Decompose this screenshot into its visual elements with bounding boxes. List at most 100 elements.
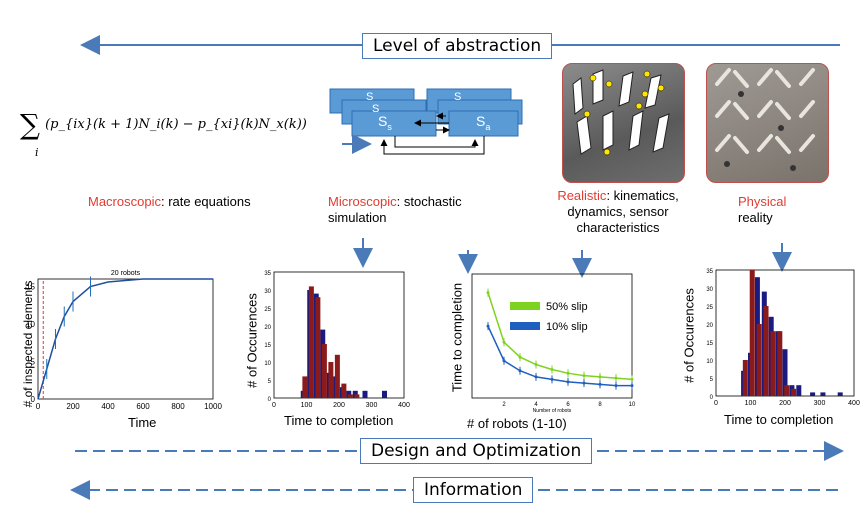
chart-3-xlabel: # of robots (1-10) xyxy=(467,416,567,431)
microscopic-description: Microscopic: stochastic simulation xyxy=(328,194,478,226)
bar xyxy=(354,394,360,398)
y-tick-label: 0 xyxy=(268,397,272,403)
data-point xyxy=(550,377,554,381)
state-diagram xyxy=(329,88,523,155)
bar xyxy=(334,354,340,398)
bar xyxy=(820,392,826,396)
bar xyxy=(742,360,748,396)
chart-1-svg: 20 robots 0 200 400 600 800 1000 0 5 10 15 xyxy=(26,270,222,411)
physical-text: reality xyxy=(738,210,773,225)
x-tick-label: 0 xyxy=(714,400,718,407)
design-optimization-label: Design and Optimization xyxy=(360,438,593,464)
data-point xyxy=(598,382,602,386)
y-tick-label: 10 xyxy=(706,359,713,365)
x-tick-label: 10 xyxy=(629,402,636,408)
rate-equation-formula: ∑ (p_{ix}(k + 1)N_i(k) − p_{xi}(k)N_x(k)… xyxy=(20,108,307,159)
data-point xyxy=(582,374,586,378)
macroscopic-description: Macroscopic: rate equations xyxy=(88,194,258,210)
x-tick-label: 8 xyxy=(598,402,602,408)
data-point xyxy=(550,367,554,371)
physical-description: Physical reality xyxy=(738,194,798,226)
y-tick-label: 5 xyxy=(710,377,714,383)
chart-2-ylabel: # of Occurences xyxy=(244,293,260,388)
series-line xyxy=(37,278,213,400)
y-tick-label: 30 xyxy=(706,287,713,293)
state-sub-a: a xyxy=(485,121,491,132)
bar xyxy=(328,362,334,398)
data-point xyxy=(566,371,570,375)
x-tick-label: 200 xyxy=(66,402,80,411)
data-point xyxy=(566,380,570,384)
x-tick-label: 6 xyxy=(566,402,570,408)
data-point xyxy=(518,369,522,373)
state-label-s: Ss xyxy=(378,113,392,132)
data-point xyxy=(598,375,602,379)
y-tick-label: 20 xyxy=(706,323,713,329)
chart-1-ylabel: # of inspected elements xyxy=(21,280,35,408)
x-tick-label: 300 xyxy=(366,402,378,409)
bar xyxy=(341,383,347,398)
y-tick-label: 15 xyxy=(706,341,713,347)
data-point xyxy=(486,291,490,295)
data-point xyxy=(630,377,634,381)
data-point xyxy=(534,375,538,379)
bar xyxy=(756,324,762,396)
data-point xyxy=(614,384,618,388)
data-point xyxy=(502,340,506,344)
chart-4-ylabel: # of Occurences xyxy=(681,288,697,383)
y-tick-label: 35 xyxy=(264,271,271,277)
legend-swatch xyxy=(510,302,540,310)
series-line xyxy=(487,292,633,381)
chart-4-xlabel: Time to completion xyxy=(724,412,834,427)
state-label-1: S xyxy=(366,91,374,103)
bar xyxy=(308,286,314,398)
chart-occurrences-micro: 0 100 200 300 400 0 5 10 15 20 25 30 35 # of Occuren… xyxy=(232,268,412,438)
chart-title: 20 robots xyxy=(111,270,141,277)
bar xyxy=(763,306,769,396)
x-tick-label: 600 xyxy=(136,402,150,411)
y-tick-label: 35 xyxy=(706,269,713,275)
bar xyxy=(796,385,802,396)
bar xyxy=(784,385,790,396)
chart-inspected-elements: 20 robots 0 200 400 600 800 1000 0 5 10 15 # of in… xyxy=(8,257,223,437)
bar xyxy=(782,349,788,396)
sum-index: i xyxy=(35,146,39,159)
realistic-description: Realistic: kinematics, dynamics, sensor … xyxy=(548,188,688,236)
macroscopic-text: : rate equations xyxy=(160,194,251,209)
bar xyxy=(302,376,308,398)
sum-symbol: ∑ xyxy=(20,108,40,141)
x-tick-label: 300 xyxy=(814,400,826,407)
x-tick-label: 1000 xyxy=(204,402,222,411)
y-tick-label: 10 xyxy=(26,320,35,329)
y-tick-label: 25 xyxy=(706,305,713,311)
realistic-text: : kinematics, dynamics, sensor character… xyxy=(567,188,679,235)
state-sub-s: s xyxy=(387,121,392,132)
bar xyxy=(382,390,387,398)
data-point xyxy=(614,376,618,380)
formula-body: (p_{ix}(k + 1)N_i(k) − p_{xi}(k)N_x(k)) xyxy=(45,117,307,132)
x-tick-label: 400 xyxy=(848,400,860,407)
state-label-a: Sa xyxy=(476,113,490,132)
x-tick-label: 400 xyxy=(101,402,115,411)
x-tick-label: 4 xyxy=(534,402,538,408)
simulation-scene xyxy=(572,69,670,156)
chart-4-svg: 0 100 200 300 400 0 5 10 15 20 25 30 35 xyxy=(706,269,860,407)
state-letter-s: S xyxy=(378,113,388,129)
y-tick-label: 5 xyxy=(31,358,36,367)
x-tick-label: 200 xyxy=(779,400,791,407)
x-tick-label: 800 xyxy=(171,402,185,411)
bar xyxy=(315,297,321,398)
realistic-label: Realistic xyxy=(557,188,607,203)
x-tick-label: 0 xyxy=(36,402,41,411)
legend-label: 10% slip xyxy=(546,321,588,333)
bar xyxy=(749,270,755,396)
bar xyxy=(346,390,352,398)
realistic-simulation-image xyxy=(562,63,685,183)
x-tick-label: 2 xyxy=(502,402,506,408)
legend-swatch xyxy=(510,322,540,330)
bar xyxy=(321,344,327,398)
y-tick-label: 30 xyxy=(264,289,271,295)
chart-3-ylabel: Time to completion xyxy=(449,282,465,393)
chart-occurrences-physical: 0 100 200 300 400 0 5 10 15 20 25 30 35 # of Occuren… xyxy=(672,266,862,438)
